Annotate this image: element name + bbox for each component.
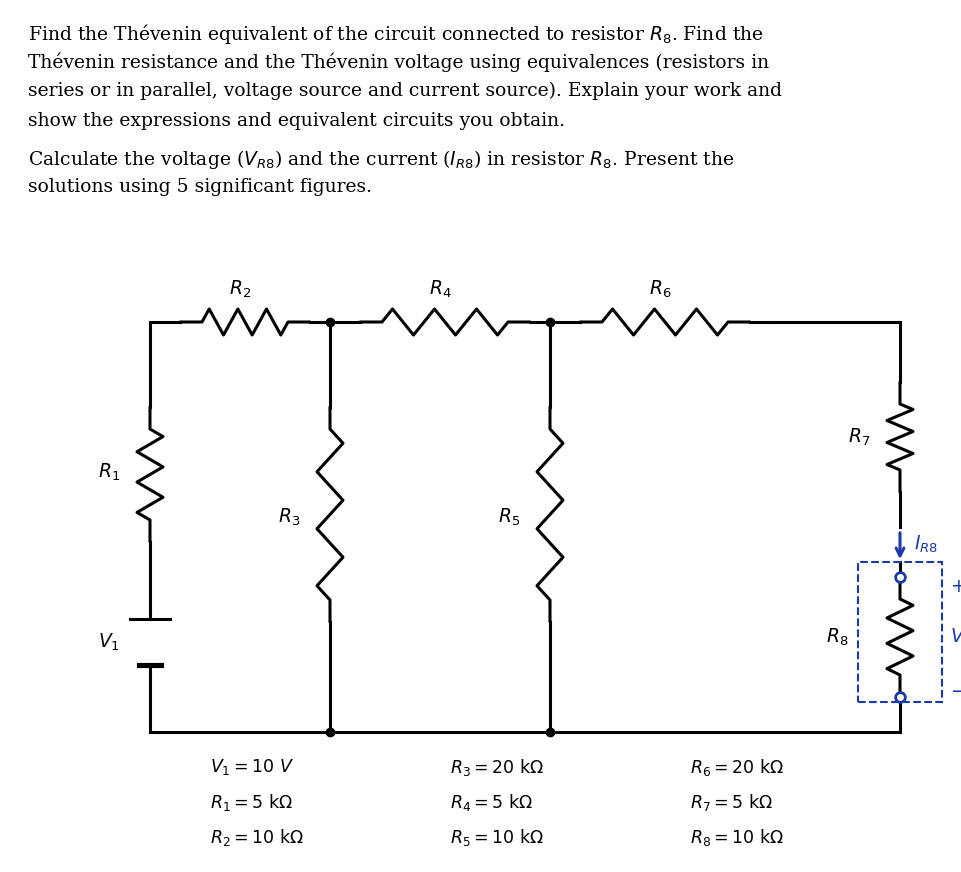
Bar (857, 562, 941, 702)
Text: $R_2 = 10\ \mathrm{k}\Omega$: $R_2 = 10\ \mathrm{k}\Omega$ (209, 827, 304, 848)
Text: $R_2$: $R_2$ (229, 279, 251, 300)
Text: $V_1 = 10\ V$: $V_1 = 10\ V$ (209, 757, 294, 777)
Text: series or in parallel, voltage source and current source). Explain your work and: series or in parallel, voltage source an… (28, 82, 781, 100)
Text: $R_7$: $R_7$ (847, 426, 869, 447)
Text: $R_3$: $R_3$ (278, 507, 300, 528)
Text: $-$: $-$ (949, 681, 961, 699)
Text: $R_1$: $R_1$ (98, 461, 120, 482)
Text: $V_{R8}$: $V_{R8}$ (949, 626, 961, 648)
Text: $R_5 = 10\ \mathrm{k}\Omega$: $R_5 = 10\ \mathrm{k}\Omega$ (450, 827, 544, 848)
Text: $R_4$: $R_4$ (429, 279, 451, 300)
Text: Thévenin resistance and the Thévenin voltage using equivalences (resistors in: Thévenin resistance and the Thévenin vol… (28, 52, 769, 72)
Text: $R_8$: $R_8$ (825, 626, 847, 648)
Text: show the expressions and equivalent circuits you obtain.: show the expressions and equivalent circ… (28, 112, 564, 130)
Text: Calculate the voltage ($V_{R8}$) and the current ($I_{R8}$) in resistor $R_8$. P: Calculate the voltage ($V_{R8}$) and the… (28, 148, 733, 171)
Text: $R_8 = 10\ \mathrm{k}\Omega$: $R_8 = 10\ \mathrm{k}\Omega$ (689, 827, 783, 848)
Text: $R_1 = 5\ \mathrm{k}\Omega$: $R_1 = 5\ \mathrm{k}\Omega$ (209, 792, 293, 813)
Text: $R_7 = 5\ \mathrm{k}\Omega$: $R_7 = 5\ \mathrm{k}\Omega$ (689, 792, 773, 813)
Text: solutions using 5 significant figures.: solutions using 5 significant figures. (28, 178, 372, 196)
Text: Find the Thévenin equivalent of the circuit connected to resistor $R_8$. Find th: Find the Thévenin equivalent of the circ… (28, 22, 763, 46)
Text: $I_{R8}$: $I_{R8}$ (913, 534, 937, 555)
Text: $V_1$: $V_1$ (98, 631, 120, 652)
Text: $R_5$: $R_5$ (498, 507, 520, 528)
Text: $R_6 = 20\ \mathrm{k}\Omega$: $R_6 = 20\ \mathrm{k}\Omega$ (689, 757, 783, 778)
Text: $+$: $+$ (949, 578, 961, 596)
Text: $R_6$: $R_6$ (648, 279, 671, 300)
Text: $R_4 = 5\ \mathrm{k}\Omega$: $R_4 = 5\ \mathrm{k}\Omega$ (450, 792, 532, 813)
Text: $R_3 = 20\ \mathrm{k}\Omega$: $R_3 = 20\ \mathrm{k}\Omega$ (450, 757, 544, 778)
